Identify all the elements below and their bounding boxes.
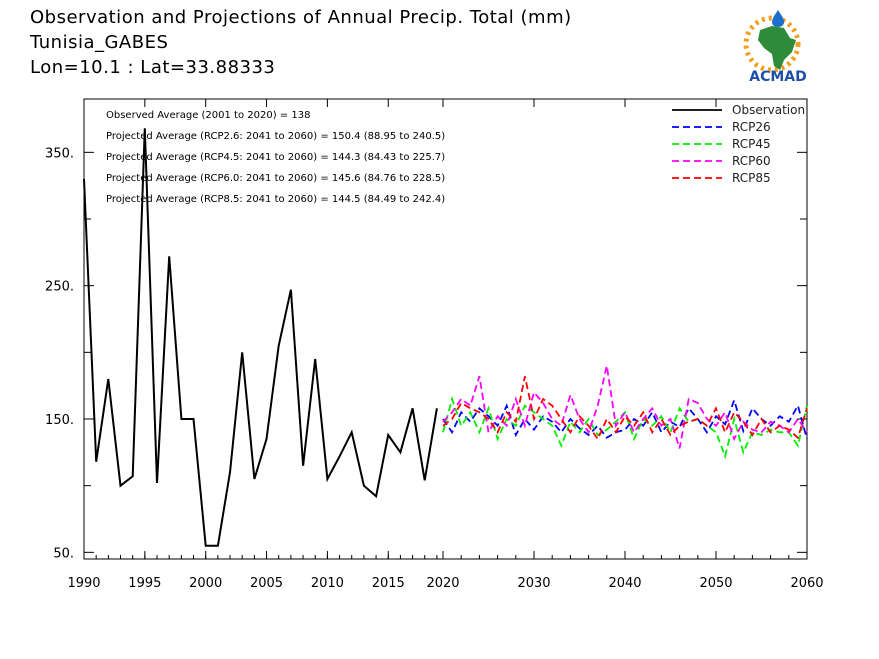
legend-label-observation: Observation [732,103,805,117]
x-tick-label: 2040 [608,576,641,591]
legend-label-rcp45: RCP45 [732,137,771,151]
chart-title: Observation and Projections of Annual Pr… [30,7,572,28]
x-tick-label: 2000 [189,576,222,591]
annotation-rcp85: Projected Average (RCP8.5: 2041 to 2060)… [106,194,445,205]
x-tick-label: 2060 [790,576,823,591]
y-tick-label: 250. [45,280,74,295]
tick-labels: 50. 150. 250. 350. 1990 1995 2000 2005 2010 2015 2… [45,146,824,591]
x-tick-label: 1995 [128,576,161,591]
series-line-rcp85 [442,376,808,441]
legend-label-rcp26: RCP26 [732,120,771,134]
legend-label-rcp60: RCP60 [732,154,771,168]
series-line-rcp45 [442,395,808,460]
legend: Observation RCP26 RCP45 RCP60 RCP85 [672,103,805,185]
plot-frame [83,98,808,560]
x-tick-label: 2020 [426,576,459,591]
sun-rays-icon [743,15,801,73]
africa-icon [758,26,796,70]
y-tick-label: 350. [45,146,74,161]
series-layer [83,128,808,547]
location-label: Tunisia_GABES [30,32,169,53]
coordinates-label: Lon=10.1 : Lat=33.88333 [30,57,276,78]
water-drop-icon [772,10,784,27]
logo-text: ACMAD [749,69,807,84]
annotation-rcp26: Projected Average (RCP2.6: 2041 to 2060)… [106,131,445,142]
annotation-rcp45: Projected Average (RCP4.5: 2041 to 2060)… [106,152,445,163]
x-tick-label: 1990 [67,576,100,591]
y-tick-label: 50. [53,546,74,561]
x-tick-label: 2030 [517,576,550,591]
x-tick-label: 2010 [311,576,344,591]
legend-label-rcp85: RCP85 [732,171,771,185]
annotations: Observed Average (2001 to 2020) = 138 Pr… [106,110,445,205]
axis-ticks [83,99,808,559]
x-tick-label: 2005 [250,576,283,591]
annotation-rcp60: Projected Average (RCP6.0: 2041 to 2060)… [106,173,445,184]
annotation-observed: Observed Average (2001 to 2020) = 138 [106,110,310,121]
series-line-observation [83,128,438,547]
x-tick-label: 2015 [372,576,405,591]
y-tick-label: 150. [45,413,74,428]
series-line-rcp60 [442,365,808,449]
x-tick-label: 2050 [699,576,732,591]
acmad-logo: ACMAD [743,10,807,84]
